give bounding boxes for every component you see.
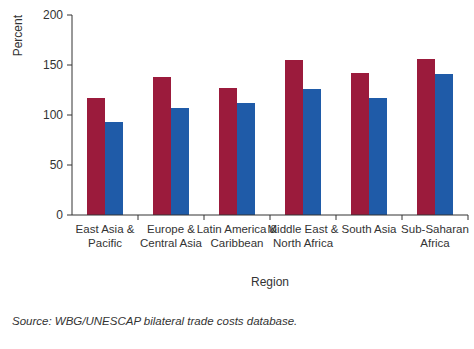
y-tick-label: 0	[56, 208, 63, 222]
bar	[219, 88, 237, 215]
x-tick-label: East Asia & Pacific	[76, 223, 135, 249]
chart-svg: 0 50 100 150 200 East Asia & Pacific Europe & Ce…	[0, 0, 474, 349]
bar	[351, 73, 369, 215]
x-tick	[336, 215, 337, 220]
bars	[87, 59, 453, 215]
y-tick	[67, 65, 72, 66]
bar	[369, 98, 387, 215]
bar	[303, 89, 321, 215]
x-tick-label-line: South Asia	[342, 223, 398, 235]
source-note: Source: WBG/UNESCAP bilateral trade cost…	[12, 315, 297, 327]
x-tick-label-line: Latin America &	[197, 223, 278, 235]
x-tick-label-line: North Africa	[273, 237, 334, 249]
x-tick-label: South Asia	[342, 223, 398, 235]
x-tick-label-line: Central Asia	[140, 237, 203, 249]
x-tick-label: Europe & Central Asia	[140, 223, 203, 249]
x-tick	[270, 215, 271, 220]
y-tick-label: 150	[43, 58, 63, 72]
y-tick	[67, 165, 72, 166]
x-axis-title: Region	[251, 275, 289, 289]
bar	[285, 60, 303, 215]
y-tick	[67, 215, 72, 216]
y-tick-label: 200	[43, 8, 63, 22]
x-tick	[468, 215, 469, 220]
chart-container: 0 50 100 150 200 East Asia & Pacific Europe & Ce…	[0, 0, 474, 349]
x-tick	[138, 215, 139, 220]
y-tick	[67, 15, 72, 16]
x-tick	[402, 215, 403, 220]
x-tick	[204, 215, 205, 220]
y-tick	[67, 115, 72, 116]
y-tick-label: 100	[43, 108, 63, 122]
x-tick-label-line: Caribbean	[210, 237, 263, 249]
x-tick-label: Latin America & Caribbean	[197, 223, 278, 249]
x-tick-label-line: Sub-Saharan	[401, 223, 469, 235]
y-tick-label: 50	[50, 158, 64, 172]
bar	[153, 77, 171, 215]
y-axis-title: Percent	[11, 14, 25, 56]
x-tick-label-line: East Asia &	[76, 223, 135, 235]
bar	[171, 108, 189, 215]
bar	[237, 103, 255, 215]
x-tick-label-line: Pacific	[88, 237, 122, 249]
bar	[435, 74, 453, 215]
x-tick-label: Sub-Saharan Africa	[401, 223, 469, 249]
bar	[105, 122, 123, 215]
x-tick-label: Middle East & North Africa	[268, 223, 339, 249]
x-tick-label-line: Europe &	[147, 223, 195, 235]
background	[0, 0, 474, 349]
bar	[417, 59, 435, 215]
x-tick-label-line: Middle East &	[268, 223, 339, 235]
x-tick-label-line: Africa	[420, 237, 450, 249]
bar	[87, 98, 105, 215]
